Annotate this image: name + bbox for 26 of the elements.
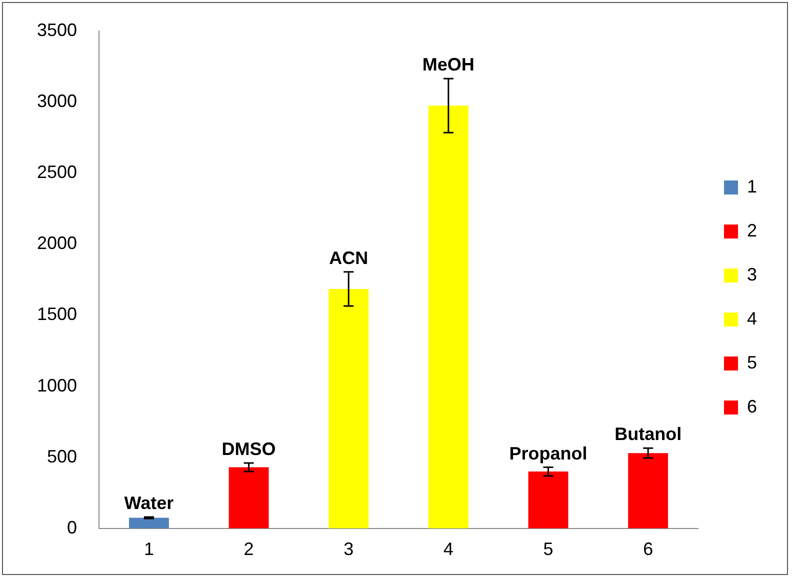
legend-label: 5 [746,352,758,372]
x-tick-label: 2 [244,539,254,560]
legend-label: 6 [746,396,758,416]
y-tick-label: 0 [67,517,78,538]
y-tick-label: 3500 [36,20,78,40]
y-tick-label: 2000 [36,233,78,254]
legend-label: 2 [746,220,758,240]
annotation: Water [124,493,174,513]
annotation: Butanol [614,424,682,444]
y-tick-label: 1000 [36,375,78,396]
y-tick-label: 2500 [36,162,78,182]
annotation: ACN [329,248,368,268]
legend-label: 3 [746,264,758,284]
annotation: Propanol [509,443,588,464]
x-tick-label: 6 [643,539,654,560]
y-tick-label: 1500 [36,304,78,324]
x-tick-label: 5 [543,539,554,560]
annotation: DMSO [222,438,276,459]
legend-label: 1 [746,176,758,196]
y-tick-label: 3000 [36,91,78,112]
legend-label: 4 [746,308,758,328]
annotation: MeOH [422,54,474,75]
x-tick-label: 1 [144,539,154,560]
y-tick-label: 500 [46,446,78,466]
x-tick-label: 4 [443,539,454,560]
x-tick-label: 3 [344,539,354,560]
